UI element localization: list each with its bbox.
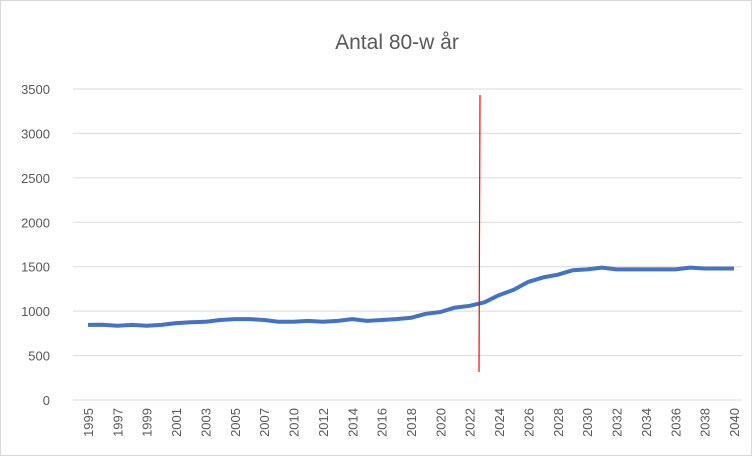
y-tick-label: 3500 xyxy=(21,82,50,97)
x-tick-label: 2010 xyxy=(287,408,302,437)
x-tick-label: 2020 xyxy=(433,408,448,437)
x-tick-label: 2032 xyxy=(610,408,625,437)
y-tick-label: 2000 xyxy=(21,215,50,230)
y-tick-label: 1500 xyxy=(21,260,50,275)
marker-line xyxy=(478,94,481,373)
x-tick-label: 1995 xyxy=(81,408,96,437)
x-tick-label: 1999 xyxy=(140,408,155,437)
y-tick-label: 2500 xyxy=(21,171,50,186)
x-tick-label: 2012 xyxy=(316,408,331,437)
plot-area: 0 500 1000 1500 2000 2500 3000 3500 1995 1997 1999… xyxy=(21,82,742,437)
x-tick-label: 2014 xyxy=(345,408,360,437)
x-tick-label: 2007 xyxy=(257,408,272,437)
x-tick-label: 2028 xyxy=(551,408,566,437)
x-tick-label: 2026 xyxy=(521,408,536,437)
x-tick-label: 2030 xyxy=(580,408,595,437)
x-tick-label: 2038 xyxy=(698,408,713,437)
x-tick-label: 2024 xyxy=(492,408,507,437)
x-tick-label: 2016 xyxy=(375,408,390,437)
x-tick-label: 2022 xyxy=(463,408,478,437)
y-tick-label: 3000 xyxy=(21,126,50,141)
x-tick-label: 2036 xyxy=(668,408,683,437)
line-series xyxy=(87,265,734,328)
x-tick-label: 2040 xyxy=(727,408,742,437)
x-tick-label: 2005 xyxy=(228,408,243,437)
y-tick-label: 500 xyxy=(28,349,50,364)
x-tick-label: 2018 xyxy=(404,408,419,437)
chart-title: Antal 80-w år xyxy=(335,31,459,54)
x-tick-label: 2003 xyxy=(198,408,213,437)
x-tick-label: 1997 xyxy=(110,408,125,437)
x-tick-label: 2034 xyxy=(639,408,654,437)
x-tick-label: 2001 xyxy=(169,408,184,437)
y-tick-label: 1000 xyxy=(21,304,50,319)
y-tick-label: 0 xyxy=(43,393,50,408)
